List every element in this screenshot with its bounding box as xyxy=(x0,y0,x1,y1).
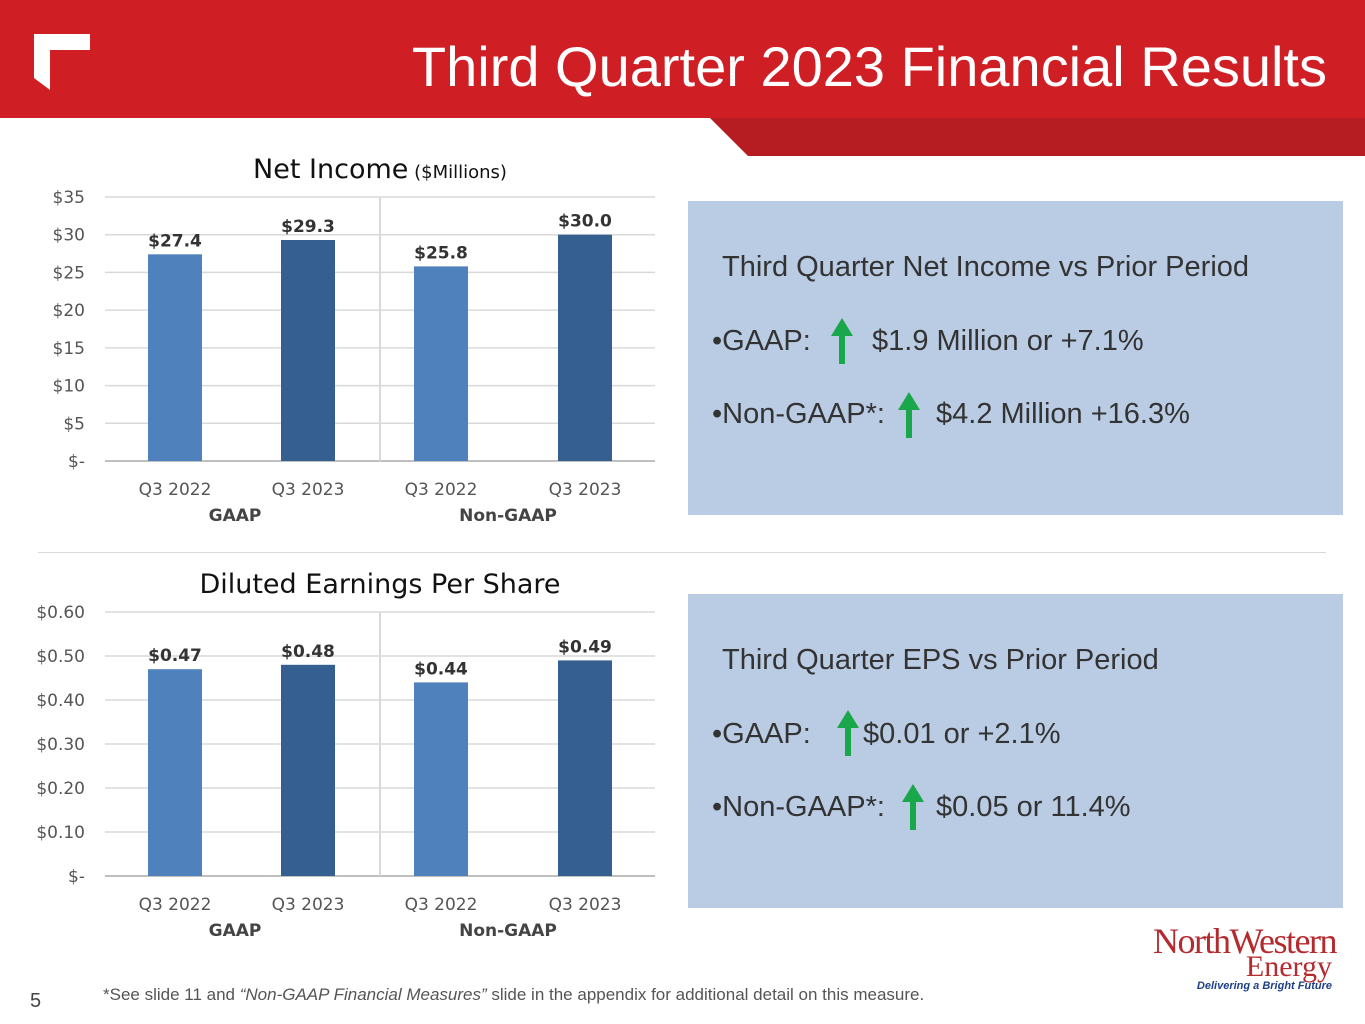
y-tick-label: $20 xyxy=(53,301,85,321)
chart-title-text: Diluted Earnings Per Share xyxy=(199,569,560,600)
x-tick-label: Q3 2023 xyxy=(272,895,345,915)
eps-chart-svg: Diluted Earnings Per Share $- $0.10 $0.20 $0… xyxy=(36,569,655,941)
footnote-suffix: slide in the appendix for additional det… xyxy=(486,985,925,1004)
net-income-summary-panel: Third Quarter Net Income vs Prior Period… xyxy=(688,201,1343,515)
logo-energy: Energy xyxy=(1245,950,1332,983)
corner-logo-icon xyxy=(34,34,90,90)
data-label: $27.4 xyxy=(148,231,202,251)
data-label: $0.49 xyxy=(558,637,612,657)
up-arrow-icon xyxy=(831,318,853,364)
up-arrow-icon xyxy=(902,784,924,830)
data-label: $0.47 xyxy=(148,646,202,666)
bar xyxy=(414,266,468,461)
footnote-prefix: *See slide 11 and xyxy=(103,985,240,1004)
nongaap-label: •Non-GAAP*: xyxy=(712,398,885,430)
y-tick-label: $30 xyxy=(53,226,85,246)
panel-title: Third Quarter Net Income vs Prior Period xyxy=(722,251,1250,283)
page-title: Third Quarter 2023 Financial Results xyxy=(411,35,1327,98)
chart-title: Diluted Earnings Per Share xyxy=(199,569,560,600)
data-label: $0.48 xyxy=(281,642,335,662)
y-tick-label: $5 xyxy=(63,414,85,434)
bar xyxy=(414,682,468,876)
gaap-value: $0.01 or +2.1% xyxy=(863,718,1061,750)
net-income-chart: Net Income ($Millions) $- $5 $10 $15 $20 $25 $3… xyxy=(0,150,680,540)
y-tick-label: $- xyxy=(68,452,85,472)
y-tick-label: $35 xyxy=(53,188,85,208)
eps-chart: Diluted Earnings Per Share $- $0.10 $0.20 $0… xyxy=(0,565,680,955)
eps-summary-panel: Third Quarter EPS vs Prior Period •GAAP:… xyxy=(688,594,1343,908)
up-arrow-icon xyxy=(898,392,920,438)
y-tick-label: $0.20 xyxy=(36,779,85,799)
x-tick-label: Q3 2022 xyxy=(405,895,478,915)
header-accent-stripe xyxy=(710,118,1365,156)
group-label: Non-GAAP xyxy=(459,506,557,526)
y-tick-label: $0.30 xyxy=(36,735,85,755)
logo-tagline: Delivering a Bright Future xyxy=(1196,980,1332,992)
y-tick-label: $- xyxy=(68,867,85,887)
bar xyxy=(281,239,335,461)
data-label: $25.8 xyxy=(414,243,468,263)
x-tick-label: Q3 2022 xyxy=(139,480,212,500)
x-tick-label: Q3 2023 xyxy=(549,480,622,500)
chart-title: Net Income ($Millions) xyxy=(253,154,507,185)
bar xyxy=(281,664,335,876)
chart-title-text: Net Income xyxy=(253,154,408,185)
bar xyxy=(148,669,202,876)
gaap-value: $1.9 Million or +7.1% xyxy=(872,325,1144,357)
y-tick-label: $0.40 xyxy=(36,691,85,711)
data-label: $0.44 xyxy=(414,659,468,679)
gaap-label: •GAAP: xyxy=(712,325,811,357)
y-tick-label: $15 xyxy=(53,339,85,359)
northwestern-energy-logo: NorthWestern Energy Delivering a Bright … xyxy=(1130,920,1340,998)
y-tick-label: $0.60 xyxy=(36,603,85,623)
y-tick-label: $0.50 xyxy=(36,647,85,667)
section-divider xyxy=(38,552,1326,553)
data-label: $29.3 xyxy=(281,217,335,237)
nongaap-label: •Non-GAAP*: xyxy=(712,791,885,823)
up-arrow-icon xyxy=(837,710,859,756)
x-tick-label: Q3 2022 xyxy=(139,895,212,915)
net-income-chart-svg: Net Income ($Millions) $- $5 $10 $15 $20 $25 $3… xyxy=(53,154,655,526)
footnote-italic: “Non-GAAP Financial Measures” xyxy=(239,985,487,1004)
y-tick-label: $25 xyxy=(53,263,85,283)
y-tick-label: $10 xyxy=(53,377,85,397)
group-label: GAAP xyxy=(209,921,262,941)
logo-name: NorthWestern xyxy=(1152,921,1338,961)
gaap-label: •GAAP: xyxy=(712,718,811,750)
y-tick-label: $0.10 xyxy=(36,823,85,843)
data-label: $30.0 xyxy=(558,212,612,232)
bar xyxy=(148,254,202,461)
bar xyxy=(558,234,612,461)
nongaap-value: $4.2 Million +16.3% xyxy=(936,398,1190,430)
group-label: Non-GAAP xyxy=(459,921,557,941)
page-number: 5 xyxy=(30,990,42,1012)
x-tick-label: Q3 2023 xyxy=(272,480,345,500)
bar xyxy=(558,660,612,876)
header-bar xyxy=(0,0,1365,118)
footnote: *See slide 11 and “Non-GAAP Financial Me… xyxy=(103,985,924,1005)
nongaap-value: $0.05 or 11.4% xyxy=(936,791,1131,823)
panel-title: Third Quarter EPS vs Prior Period xyxy=(722,644,1159,676)
group-label: GAAP xyxy=(209,506,262,526)
chart-subtitle: ($Millions) xyxy=(408,162,507,183)
x-tick-label: Q3 2023 xyxy=(549,895,622,915)
x-tick-label: Q3 2022 xyxy=(405,480,478,500)
